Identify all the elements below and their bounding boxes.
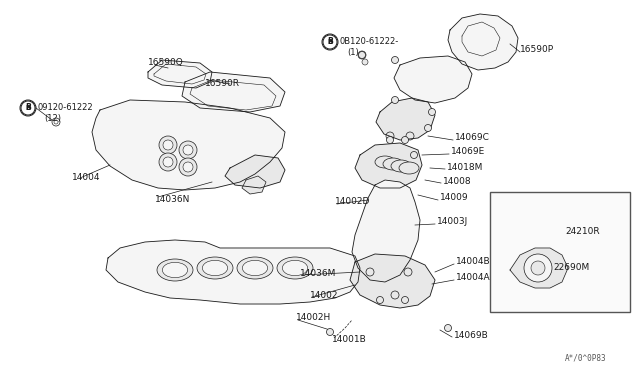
Text: 16590P: 16590P <box>520 45 554 55</box>
Text: 14036N: 14036N <box>155 196 190 205</box>
Circle shape <box>445 324 451 331</box>
Text: 14008: 14008 <box>443 177 472 186</box>
Polygon shape <box>448 14 518 70</box>
Polygon shape <box>148 60 212 88</box>
Text: 0B120-61222-: 0B120-61222- <box>340 38 399 46</box>
Circle shape <box>159 153 177 171</box>
Polygon shape <box>355 143 422 188</box>
Ellipse shape <box>277 257 313 279</box>
Text: 14069E: 14069E <box>451 148 485 157</box>
Polygon shape <box>350 254 435 308</box>
Circle shape <box>392 96 399 103</box>
Circle shape <box>424 125 431 131</box>
Circle shape <box>163 157 173 167</box>
Circle shape <box>179 158 197 176</box>
Ellipse shape <box>243 260 268 276</box>
Text: (1): (1) <box>347 48 359 57</box>
Polygon shape <box>92 100 285 190</box>
Text: 14002H: 14002H <box>296 314 332 323</box>
Text: 09120-61222: 09120-61222 <box>38 103 93 112</box>
Circle shape <box>183 145 193 155</box>
Text: B: B <box>26 105 31 111</box>
Polygon shape <box>106 240 360 304</box>
Text: (12): (12) <box>44 113 61 122</box>
Text: 14002D: 14002D <box>335 198 371 206</box>
Text: 14003J: 14003J <box>437 218 468 227</box>
Text: B: B <box>327 38 333 46</box>
Text: 14004: 14004 <box>72 173 100 183</box>
Text: B: B <box>25 103 31 112</box>
Ellipse shape <box>202 260 228 276</box>
Circle shape <box>358 51 365 58</box>
Circle shape <box>410 151 417 158</box>
Polygon shape <box>352 180 420 282</box>
Ellipse shape <box>157 259 193 281</box>
Circle shape <box>179 141 197 159</box>
Ellipse shape <box>237 257 273 279</box>
Text: 14009: 14009 <box>440 193 468 202</box>
Text: 16590Q: 16590Q <box>148 58 184 67</box>
Ellipse shape <box>375 156 395 168</box>
Text: 24210R: 24210R <box>565 228 600 237</box>
Circle shape <box>392 57 399 64</box>
Text: 14002: 14002 <box>310 291 339 299</box>
Circle shape <box>524 254 552 282</box>
Circle shape <box>159 136 177 154</box>
Text: B: B <box>328 39 333 45</box>
Ellipse shape <box>282 260 308 276</box>
Circle shape <box>163 140 173 150</box>
Text: 14001B: 14001B <box>332 336 367 344</box>
Circle shape <box>362 59 368 65</box>
Text: 14004A: 14004A <box>456 273 491 282</box>
Circle shape <box>429 109 435 115</box>
Circle shape <box>531 261 545 275</box>
Circle shape <box>401 137 408 144</box>
Ellipse shape <box>399 162 419 174</box>
Text: 14018M: 14018M <box>447 163 483 171</box>
Circle shape <box>387 137 394 144</box>
Polygon shape <box>376 98 435 140</box>
Text: 14069B: 14069B <box>454 330 489 340</box>
Text: 22690M: 22690M <box>553 263 589 273</box>
Ellipse shape <box>383 158 403 170</box>
Polygon shape <box>182 72 285 112</box>
Polygon shape <box>394 56 472 103</box>
Circle shape <box>183 162 193 172</box>
Ellipse shape <box>391 160 411 172</box>
Circle shape <box>326 328 333 336</box>
Text: 14036M: 14036M <box>300 269 337 278</box>
Bar <box>490 192 630 312</box>
Polygon shape <box>225 155 285 188</box>
Circle shape <box>376 296 383 304</box>
Polygon shape <box>510 248 568 288</box>
Text: 14069C: 14069C <box>455 134 490 142</box>
Text: 14004B: 14004B <box>456 257 491 266</box>
Polygon shape <box>242 176 266 194</box>
Ellipse shape <box>197 257 233 279</box>
Circle shape <box>401 296 408 304</box>
Ellipse shape <box>163 262 188 278</box>
Text: A*/0^0P83: A*/0^0P83 <box>565 353 607 362</box>
Text: 16590R: 16590R <box>205 78 240 87</box>
